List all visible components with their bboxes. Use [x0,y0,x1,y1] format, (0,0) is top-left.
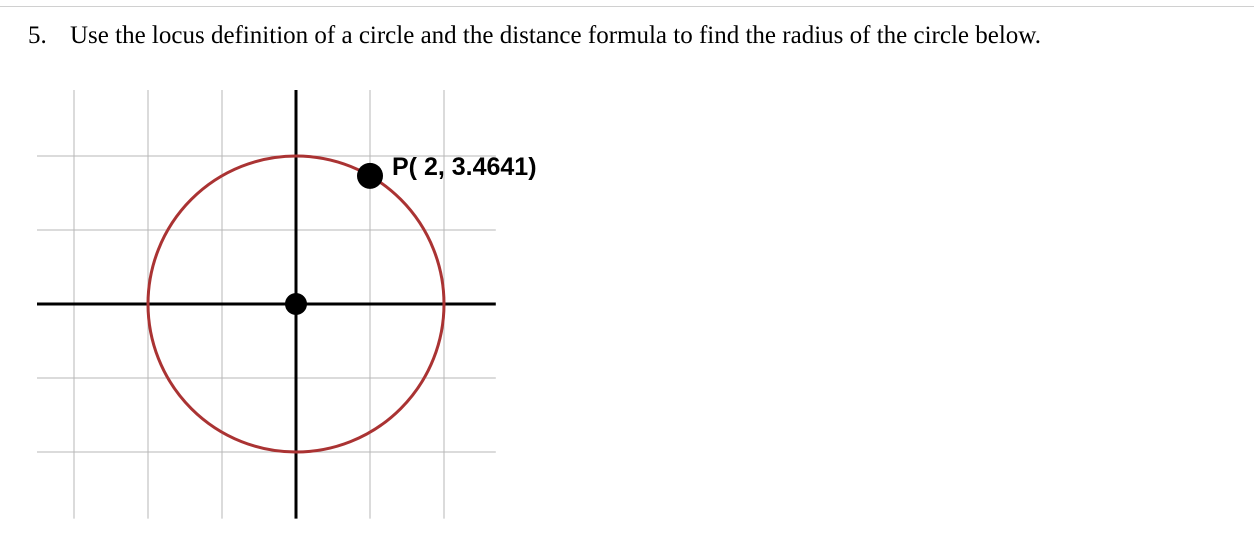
point-p-label: P( 2, 3.4641) [392,153,537,182]
question-text: Use the locus definition of a circle and… [70,22,1041,50]
question-number: 5. [28,22,52,50]
point-p-dot [357,163,383,189]
center-dot [285,293,307,315]
top-divider [0,6,1254,7]
page: 5. Use the locus definition of a circle … [0,0,1254,554]
circle-diagram: P( 2, 3.4641) [30,90,500,530]
question-row: 5. Use the locus definition of a circle … [28,22,1041,50]
